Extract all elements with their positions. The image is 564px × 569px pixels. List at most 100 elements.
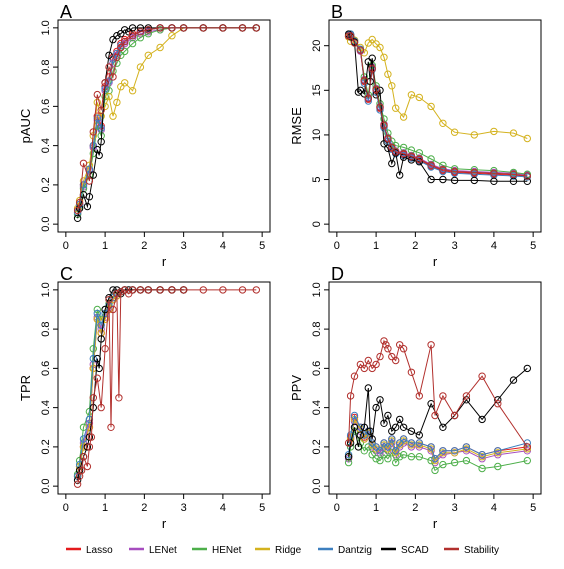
data-point bbox=[252, 24, 260, 32]
x-tick-label: 1 bbox=[373, 502, 379, 514]
data-point bbox=[168, 32, 176, 40]
data-point bbox=[113, 53, 121, 61]
data-point bbox=[109, 296, 117, 304]
legend-label: Ridge bbox=[275, 545, 302, 556]
data-point bbox=[79, 443, 88, 451]
data-point bbox=[415, 453, 423, 461]
series-dantzig bbox=[73, 286, 188, 480]
data-point bbox=[128, 24, 137, 32]
data-point bbox=[97, 335, 105, 343]
series-stability bbox=[344, 337, 531, 451]
data-point bbox=[350, 372, 359, 380]
data-point bbox=[407, 368, 416, 376]
data-point bbox=[364, 356, 372, 365]
legend: Lasso LENet HENet Ridge Dantzig SCAD Stability bbox=[66, 545, 499, 556]
data-point bbox=[156, 286, 164, 294]
data-point bbox=[450, 128, 459, 136]
data-point bbox=[380, 451, 388, 459]
x-tick-label: 0 bbox=[334, 240, 340, 252]
data-point bbox=[346, 431, 355, 439]
plot-frame bbox=[328, 19, 542, 233]
data-point bbox=[396, 341, 404, 349]
series-henet bbox=[344, 30, 531, 178]
y-tick-label: 0.6 bbox=[311, 361, 323, 376]
plot-frame bbox=[328, 281, 542, 495]
data-point bbox=[85, 177, 94, 185]
data-point bbox=[494, 447, 502, 455]
data-point bbox=[101, 315, 109, 323]
data-point bbox=[478, 415, 486, 424]
data-point bbox=[427, 341, 435, 349]
data-point bbox=[382, 341, 390, 349]
series-line bbox=[77, 289, 184, 477]
data-point bbox=[494, 462, 502, 471]
data-point bbox=[77, 466, 86, 475]
data-point bbox=[380, 140, 388, 148]
data-point bbox=[431, 455, 439, 463]
legend-item-stability: Stability bbox=[444, 545, 499, 556]
y-tick-label: 0.0 bbox=[40, 216, 52, 231]
data-point bbox=[344, 453, 353, 461]
y-tick-label: 1.0 bbox=[40, 20, 52, 35]
data-point bbox=[93, 374, 102, 382]
data-point bbox=[89, 128, 98, 136]
x-tick-label: 3 bbox=[181, 502, 187, 514]
data-point bbox=[407, 439, 416, 447]
data-point bbox=[490, 169, 498, 178]
data-point bbox=[168, 24, 176, 32]
data-point bbox=[346, 32, 355, 40]
data-point bbox=[384, 345, 392, 353]
data-point bbox=[97, 403, 105, 412]
x-tick-label: 2 bbox=[412, 240, 418, 252]
y-tick-label: 0.4 bbox=[40, 400, 52, 415]
x-tick-label: 3 bbox=[452, 502, 458, 514]
data-point bbox=[368, 451, 376, 459]
data-point bbox=[168, 286, 176, 294]
x-tick-label: 5 bbox=[259, 240, 265, 252]
data-point bbox=[75, 204, 84, 213]
data-point bbox=[105, 296, 113, 304]
x-tick-label: 4 bbox=[220, 240, 226, 252]
data-point bbox=[93, 90, 102, 99]
x-axis-label: r bbox=[162, 254, 167, 269]
data-point bbox=[380, 441, 388, 449]
data-point bbox=[415, 392, 423, 400]
panel-letter: A bbox=[60, 2, 72, 22]
data-point bbox=[523, 172, 531, 180]
data-point bbox=[427, 102, 435, 111]
data-point bbox=[73, 206, 82, 215]
data-point bbox=[388, 159, 396, 168]
y-tick-label: 0.0 bbox=[311, 478, 323, 493]
data-point bbox=[364, 384, 372, 392]
data-point bbox=[238, 24, 247, 32]
series-line bbox=[348, 35, 528, 177]
data-point bbox=[93, 114, 102, 122]
data-point bbox=[399, 113, 408, 121]
data-point bbox=[376, 449, 384, 457]
legend-item-henet: HENet bbox=[192, 545, 242, 556]
data-point bbox=[396, 439, 404, 447]
legend-label: Dantzig bbox=[338, 545, 372, 556]
x-tick-label: 2 bbox=[412, 502, 418, 514]
data-point bbox=[109, 73, 117, 81]
data-point bbox=[366, 427, 374, 435]
y-tick-label: 15 bbox=[311, 84, 323, 96]
data-point bbox=[121, 47, 129, 56]
data-point bbox=[93, 354, 102, 363]
data-point bbox=[494, 451, 502, 459]
y-tick-label: 0.2 bbox=[40, 439, 52, 454]
panel-c: C 0 1 2 3 4 5 0.0 0.2 0.4 0.6 0.8 1.0 r TPR bbox=[18, 264, 271, 531]
data-point bbox=[388, 427, 396, 435]
data-point bbox=[85, 193, 94, 201]
data-point bbox=[450, 447, 459, 455]
data-point bbox=[85, 165, 94, 173]
data-point bbox=[427, 161, 435, 170]
data-point bbox=[109, 305, 117, 314]
series-line bbox=[348, 34, 528, 176]
data-point bbox=[125, 290, 133, 298]
data-point bbox=[364, 443, 372, 451]
panel-b: B 0 1 2 3 4 5 0 5 10 15 20 r RMSE bbox=[289, 2, 542, 269]
data-point bbox=[238, 286, 247, 294]
legend-item-dantzig: Dantzig bbox=[318, 545, 372, 556]
data-point bbox=[376, 396, 384, 404]
